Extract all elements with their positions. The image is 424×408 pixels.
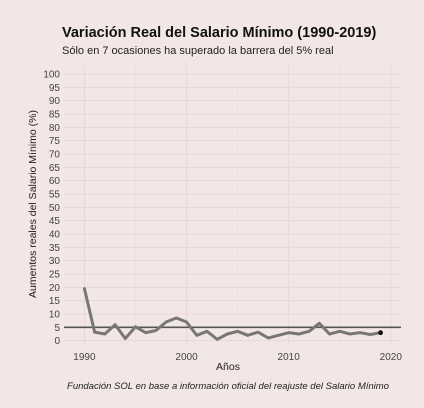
y-tick-label: 5 (54, 323, 60, 334)
data-point (369, 333, 372, 336)
chart-subtitle: Sólo en 7 ocasiones ha superado la barre… (62, 45, 334, 57)
y-tick-label: 20 (49, 283, 61, 294)
y-tick-label: 90 (49, 96, 61, 107)
data-point (134, 325, 137, 328)
data-point (185, 320, 188, 324)
data-point (93, 330, 96, 334)
data-point (297, 332, 301, 336)
data-point (358, 331, 362, 334)
y-tick-label: 25 (49, 270, 61, 281)
y-tick-label: 85 (49, 110, 61, 121)
chart-caption: Fundación SOL en base a información ofic… (67, 381, 389, 392)
x-tick-label: 2010 (278, 352, 301, 363)
data-point (256, 330, 260, 334)
data-point (287, 331, 290, 334)
y-tick-label: 80 (49, 123, 61, 134)
grid (64, 66, 401, 346)
y-tick-label: 50 (49, 203, 61, 214)
x-axis-title: Años (216, 361, 240, 373)
y-tick-label: 70 (49, 150, 61, 161)
y-tick-label: 15 (49, 296, 61, 307)
data-point (113, 323, 117, 326)
data-point (226, 332, 229, 336)
y-tick-label: 45 (49, 216, 61, 227)
series-layer (82, 287, 383, 341)
y-axis-title: Aumentos reales del Salario Mínimo (%) (27, 110, 39, 298)
data-point (195, 334, 198, 337)
x-axis-ticks: 1990 2000 2010 2020 (73, 352, 402, 363)
data-point (215, 338, 219, 341)
chart-title: Variación Real del Salario Mínimo (1990-… (62, 25, 376, 41)
y-tick-label: 40 (49, 230, 61, 241)
y-tick-label: 75 (49, 136, 61, 147)
y-axis-ticks: 0 5 10 15 20 25 30 35 40 45 50 55 60 65 70 75 80 85 90 95 10… (43, 70, 60, 348)
data-point (124, 337, 127, 340)
y-tick-label: 10 (49, 310, 61, 321)
data-point (144, 331, 147, 334)
y-tick-label: 100 (43, 70, 60, 81)
data-point (103, 332, 107, 336)
data-point (246, 334, 250, 337)
data-point (267, 336, 270, 340)
x-tick-label: 2020 (380, 352, 403, 363)
data-point (277, 334, 280, 337)
data-point (236, 330, 239, 333)
x-tick-label: 1990 (73, 352, 96, 363)
data-point (338, 330, 341, 333)
y-tick-label: 95 (49, 83, 61, 94)
series-line (82, 287, 383, 341)
y-tick-label: 35 (49, 243, 61, 254)
data-point (154, 329, 158, 332)
y-tick-label: 55 (49, 190, 61, 201)
data-point (205, 330, 209, 333)
data-point (164, 320, 168, 324)
x-tick-label: 2000 (175, 352, 198, 363)
data-point (307, 330, 311, 333)
data-point (318, 322, 321, 325)
y-tick-label: 60 (49, 176, 61, 187)
highlight-point (378, 330, 383, 336)
y-tick-label: 0 (54, 336, 60, 347)
y-tick-label: 65 (49, 163, 61, 174)
data-point (348, 332, 352, 336)
data-point (83, 287, 86, 290)
data-point (175, 316, 178, 320)
y-tick-label: 30 (49, 256, 61, 267)
data-point (328, 332, 331, 336)
